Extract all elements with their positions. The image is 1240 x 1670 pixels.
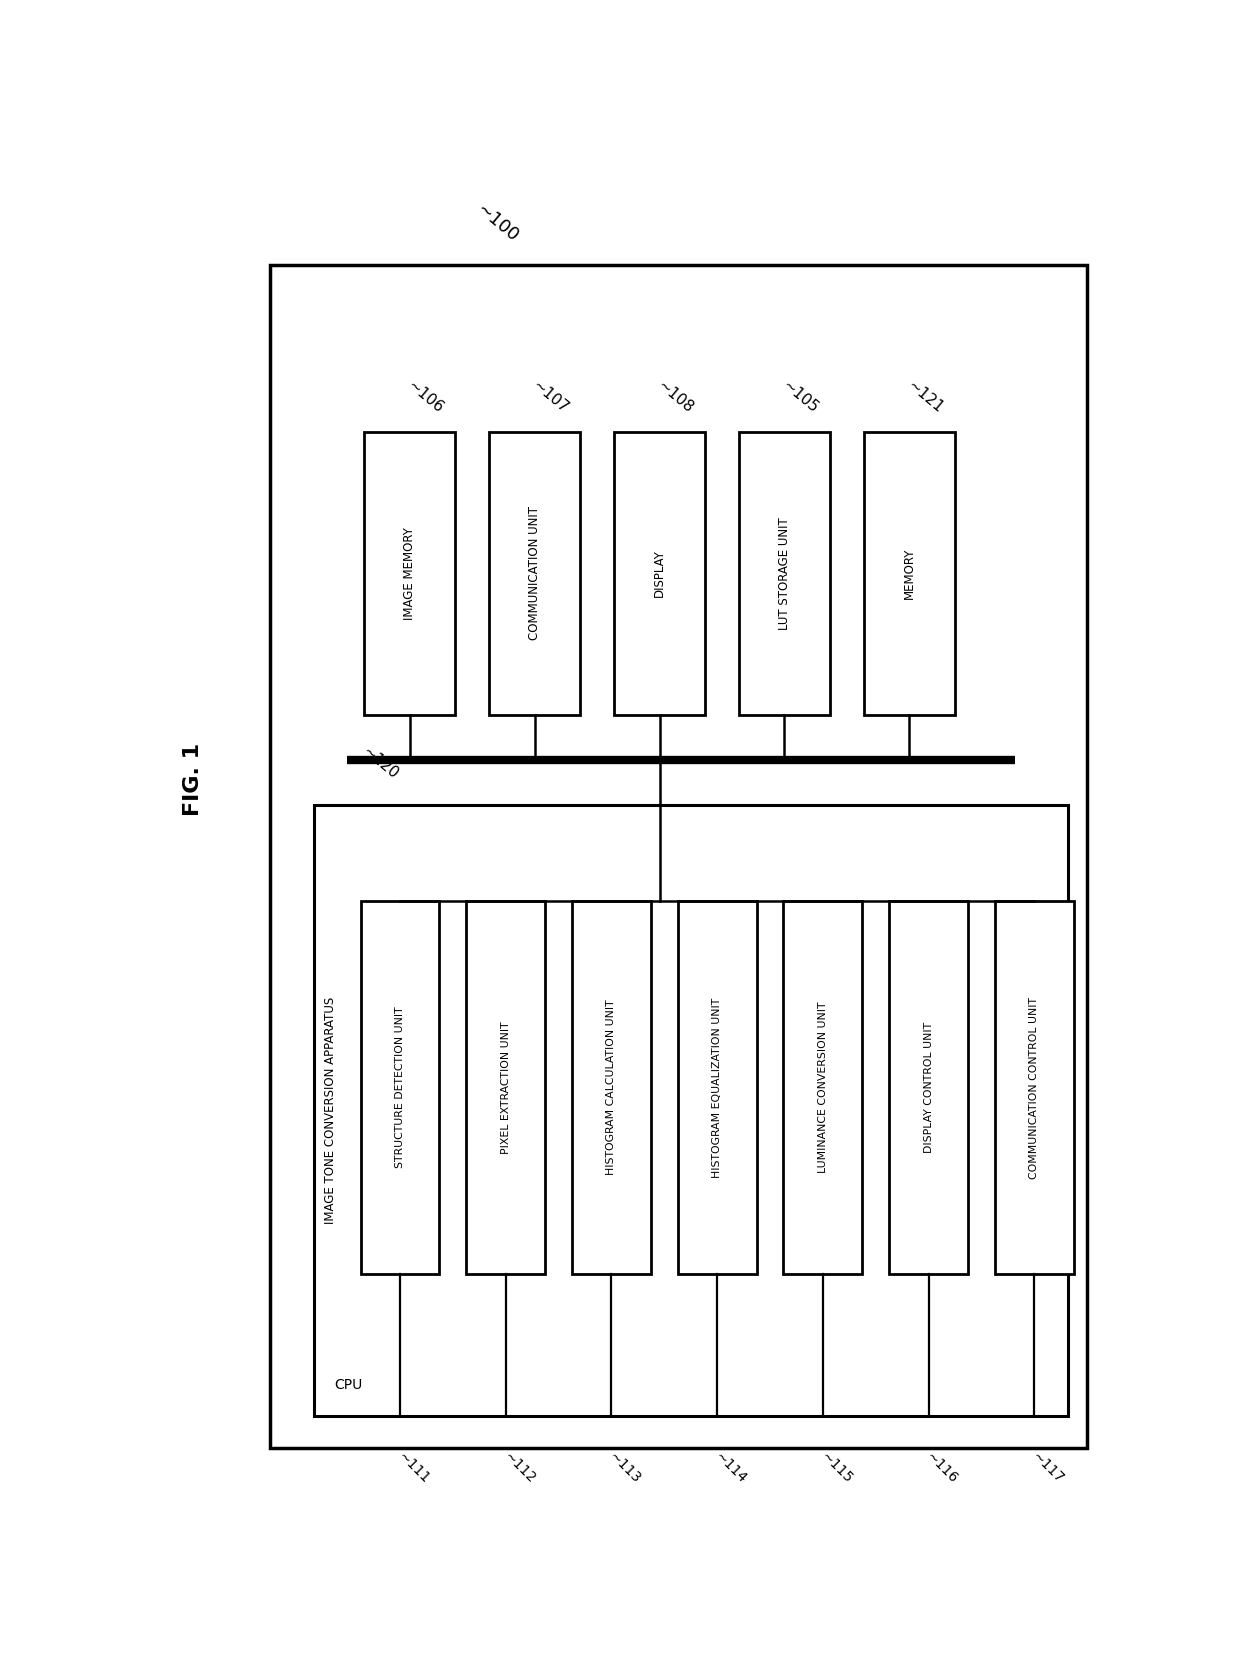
Bar [361, 902, 439, 1274]
Text: LUMINANCE CONVERSION UNIT: LUMINANCE CONVERSION UNIT [818, 1002, 828, 1174]
Text: ∼100: ∼100 [472, 200, 521, 245]
Text: ∼115: ∼115 [818, 1450, 854, 1486]
Bar [572, 902, 651, 1274]
Bar [889, 902, 968, 1274]
Text: COMMUNICATION CONTROL UNIT: COMMUNICATION CONTROL UNIT [1029, 997, 1039, 1179]
Text: DISPLAY CONTROL UNIT: DISPLAY CONTROL UNIT [924, 1022, 934, 1154]
Text: ∼106: ∼106 [404, 377, 446, 416]
Bar [784, 902, 862, 1274]
Bar [864, 433, 955, 715]
Text: IMAGE TONE CONVERSION APPARATUS: IMAGE TONE CONVERSION APPARATUS [325, 997, 337, 1224]
Bar [678, 902, 756, 1274]
Text: LUT STORAGE UNIT: LUT STORAGE UNIT [777, 518, 791, 630]
Text: ∼112: ∼112 [501, 1450, 538, 1486]
Text: PIXEL EXTRACTION UNIT: PIXEL EXTRACTION UNIT [501, 1022, 511, 1154]
Text: ∼113: ∼113 [606, 1450, 644, 1486]
Text: STRUCTURE DETECTION UNIT: STRUCTURE DETECTION UNIT [396, 1007, 405, 1169]
Text: CPU: CPU [335, 1378, 363, 1393]
Text: ∼108: ∼108 [655, 377, 696, 416]
Text: HISTOGRAM EQUALIZATION UNIT: HISTOGRAM EQUALIZATION UNIT [712, 997, 722, 1177]
Bar [614, 433, 706, 715]
Text: ∼105: ∼105 [780, 377, 821, 416]
Text: ∼111: ∼111 [396, 1450, 433, 1486]
Text: ∼121: ∼121 [905, 377, 946, 416]
Text: ∼120: ∼120 [360, 743, 402, 782]
Bar [466, 902, 546, 1274]
Text: ∼114: ∼114 [712, 1450, 749, 1486]
Bar [365, 433, 455, 715]
Bar [270, 264, 1087, 1448]
Text: DISPLAY: DISPLAY [653, 549, 666, 598]
Bar [314, 805, 1068, 1416]
Text: MEMORY: MEMORY [903, 548, 916, 600]
Text: HISTOGRAM CALCULATION UNIT: HISTOGRAM CALCULATION UNIT [606, 1000, 616, 1176]
Bar [489, 433, 580, 715]
Text: ∼107: ∼107 [529, 377, 572, 416]
Text: IMAGE MEMORY: IMAGE MEMORY [403, 526, 417, 620]
Bar [994, 902, 1074, 1274]
Text: COMMUNICATION UNIT: COMMUNICATION UNIT [528, 506, 541, 640]
Text: ∼117: ∼117 [1029, 1450, 1066, 1486]
Text: FIG. 1: FIG. 1 [184, 743, 203, 815]
Text: ∼116: ∼116 [924, 1450, 961, 1486]
Bar [739, 433, 830, 715]
